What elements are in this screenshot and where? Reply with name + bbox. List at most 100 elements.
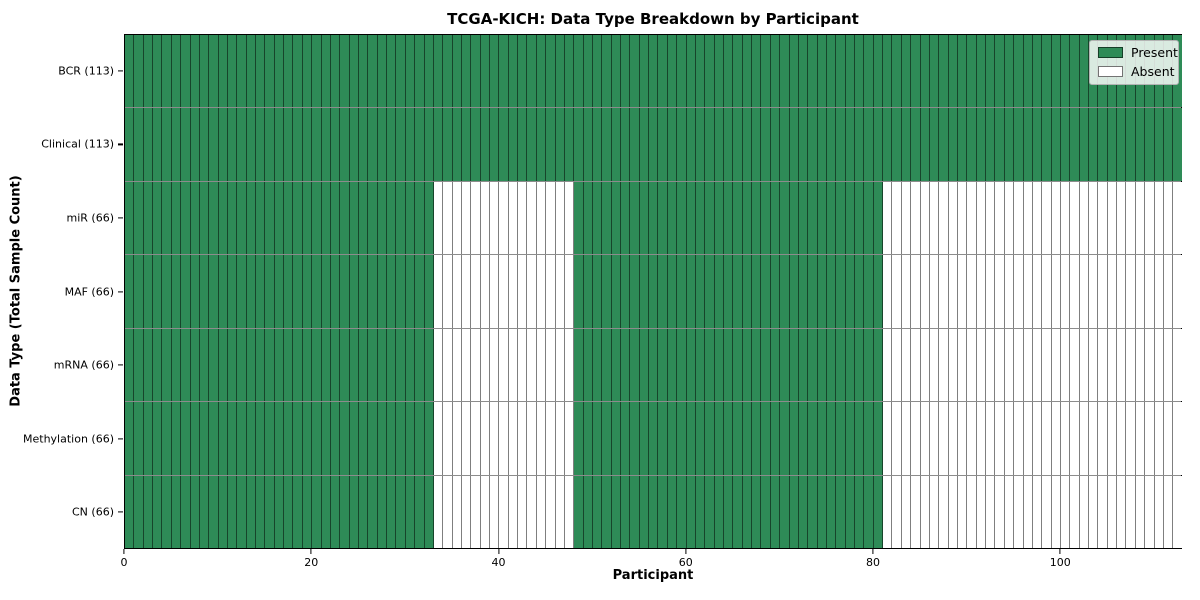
heatmap-cell-absent [1173,475,1182,548]
heatmap-cell-absent [929,255,940,328]
heatmap-cell-present [621,402,631,475]
heatmap-cell-present [237,108,247,181]
heatmap-cell-present [826,108,837,181]
heatmap-cell-absent [1051,181,1061,255]
heatmap-cell-present [752,475,762,548]
heatmap-cell-absent [957,255,968,328]
heatmap-cell-present [405,181,416,255]
heatmap-cell-present [611,328,622,402]
heatmap-cell-present [424,475,434,548]
x-tick-mark [123,549,125,554]
heatmap-cell-present [855,181,865,255]
heatmap-cell-present [564,35,575,108]
heatmap-cell-absent [1014,475,1024,548]
heatmap-cell-present [246,255,257,328]
heatmap-cell-absent [452,181,462,255]
heatmap-cell-present [1014,35,1024,108]
heatmap-cell-absent [892,475,902,548]
heatmap-cell-present [583,328,593,402]
heatmap-cell-present [377,35,388,108]
y-tick-mark [118,290,123,293]
heatmap-cell-present [246,328,257,402]
heatmap-cell-present [209,181,219,255]
heatmap-cell-present [948,108,958,181]
heatmap-cell-absent [555,255,565,328]
heatmap-cell-absent [518,255,528,328]
heatmap-cell-present [649,35,659,108]
heatmap-cell-present [274,108,285,181]
heatmap-cell-present [864,108,874,181]
heatmap-cell-present [602,255,612,328]
heatmap-row-maf [125,255,1182,329]
heatmap-cell-absent [471,475,481,548]
heatmap-cell-present [265,475,275,548]
heatmap-cell-present [602,402,612,475]
heatmap-cell-present [826,35,837,108]
heatmap-cell-present [611,35,622,108]
heatmap-cell-present [349,181,359,255]
heatmap-cell-absent [1079,181,1090,255]
heatmap-cell-present [424,35,434,108]
heatmap-cell-absent [564,181,575,255]
y-tick-label: Methylation (66) [23,432,114,446]
heatmap-cell-absent [536,328,547,402]
heatmap-cell-absent [490,328,500,402]
heatmap-cell-present [649,181,659,255]
heatmap-cell-present [845,402,856,475]
heatmap-cell-present [358,328,369,402]
heatmap-cell-absent [1070,475,1080,548]
heatmap-cell-present [396,328,406,402]
heatmap-cell-present [808,255,818,328]
heatmap-cell-present [602,475,612,548]
heatmap-cell-present [181,255,191,328]
heatmap-cell-present [377,402,388,475]
heatmap-cell-present [836,402,846,475]
heatmap-cell-present [714,475,724,548]
heatmap-cell-present [630,402,640,475]
heatmap-cell-absent [1032,328,1043,402]
heatmap-cell-present [621,181,631,255]
heatmap-cell-present [209,255,219,328]
heatmap-cell-absent [911,181,921,255]
heatmap-cell-present [864,181,874,255]
heatmap-cell-absent [1079,328,1090,402]
heatmap-cell-absent [948,255,958,328]
heatmap-cell-present [836,328,846,402]
heatmap-cell-absent [1004,181,1015,255]
heatmap-cell-present [396,475,406,548]
heatmap-cell-present [368,255,378,328]
heatmap-cell-present [125,328,135,402]
heatmap-cell-absent [1098,402,1108,475]
heatmap-cell-absent [911,255,921,328]
heatmap-cell-absent [1135,328,1146,402]
heatmap-cell-present [349,255,359,328]
heatmap-cell-present [1126,108,1136,181]
heatmap-cell-absent [1079,255,1090,328]
heatmap-cell-present [424,181,434,255]
heatmap-cell-present [611,181,622,255]
heatmap-cell-present [358,475,369,548]
heatmap-cell-present [237,328,247,402]
heatmap-cell-present [209,35,219,108]
heatmap-cell-absent [1051,255,1061,328]
heatmap-cell-present [171,402,182,475]
heatmap-cell-present [724,35,734,108]
heatmap-cell-present [143,328,154,402]
heatmap-cell-absent [564,475,575,548]
heatmap-cell-present [190,475,200,548]
heatmap-cell-absent [443,475,453,548]
heatmap-cell-present [415,328,425,402]
heatmap-cell-absent [883,328,893,402]
heatmap-cell-absent [1145,402,1155,475]
heatmap-cell-present [181,108,191,181]
heatmap-cell-present [574,108,584,181]
heatmap-cell-present [583,35,593,108]
heatmap-cell-absent [1070,181,1080,255]
heatmap-cell-absent [1014,255,1024,328]
heatmap-cell-present [686,35,696,108]
heatmap-cell-absent [536,181,547,255]
heatmap-cell-present [817,402,827,475]
heatmap-cell-absent [1154,475,1164,548]
heatmap-cell-absent [490,181,500,255]
heatmap-cell-present [265,328,275,402]
